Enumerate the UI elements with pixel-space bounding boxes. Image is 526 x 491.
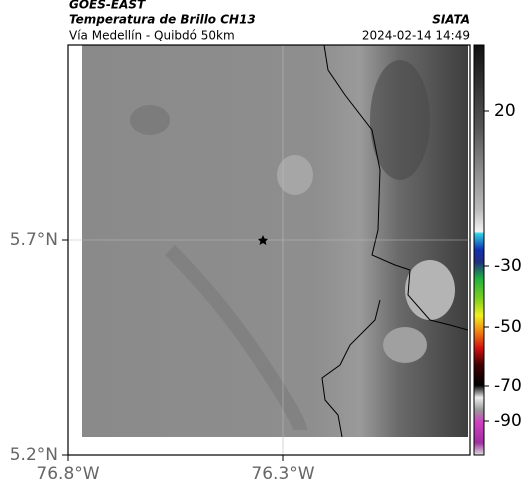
lat-label: 5.2°N [10,445,58,465]
lon-label: 76.8°W [36,464,99,484]
timestamp: 2024-02-14 14:49 [362,29,470,43]
route-subtitle: Vía Medellín - Quibdó 50km [69,29,235,43]
product-title: Temperatura de Brillo CH13 [69,13,256,27]
agency-label: SIATA [432,13,470,27]
lat-label: 5.7°N [10,230,58,250]
satellite-image [82,45,468,437]
source-title: GOES-EAST [69,0,146,12]
colorbar-label: -70 [494,376,522,396]
colorbar-label: -30 [494,256,522,276]
cloud-patch [130,105,170,135]
cloud-patch [405,260,455,320]
boundary-line [323,45,468,331]
boundary-line [321,299,381,437]
colorbar [473,44,485,456]
valley-shade [165,245,307,432]
colorbar-label: 20 [494,101,516,121]
map-frame [67,44,471,456]
location-marker [258,235,268,245]
lon-label: 76.3°W [251,464,314,484]
colorbar-label: -90 [494,411,522,431]
colorbar-label: -50 [494,317,522,337]
cloud-patch [383,327,427,363]
cloud-patch [370,60,430,180]
cloud-patch [277,155,313,195]
